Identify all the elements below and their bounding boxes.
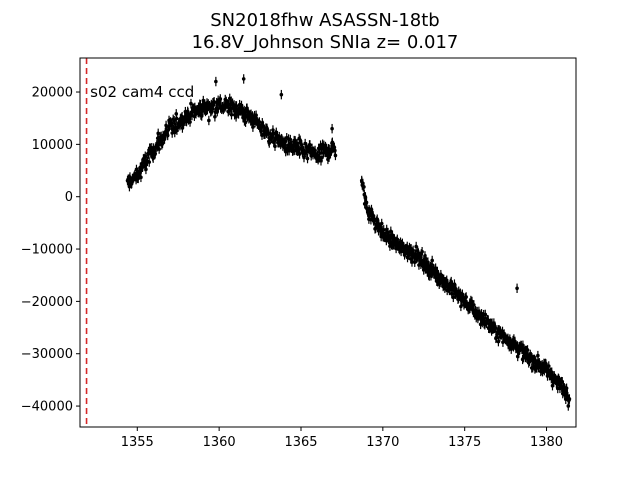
x-tick-label: 1370 <box>366 435 399 450</box>
plot-area-frame <box>79 57 577 428</box>
data-point <box>241 74 246 84</box>
x-tick-label: 1365 <box>284 435 317 450</box>
data-point <box>174 113 179 124</box>
data-point <box>218 94 223 104</box>
chart-title-line1: SN2018fhw ASASSN-18tb <box>210 10 439 31</box>
y-tick-label: −20000 <box>21 295 73 310</box>
chart-title-line2: 16.8V_Johnson SNIa z= 0.017 <box>192 32 459 53</box>
y-tick-label: 20000 <box>32 86 73 101</box>
y-tick-label: −30000 <box>21 347 73 362</box>
data-point <box>279 89 284 100</box>
y-tick-label: 10000 <box>32 138 73 153</box>
data-point <box>189 98 193 109</box>
data-point <box>515 283 519 294</box>
x-tick-label: 1355 <box>121 435 154 450</box>
data-point <box>297 149 302 159</box>
data-point <box>564 383 569 393</box>
data-point <box>567 394 572 404</box>
data-points <box>125 74 572 411</box>
sector-annotation: s02 cam4 ccd <box>90 83 194 101</box>
data-point <box>139 172 143 183</box>
x-tick-label: 1375 <box>448 435 481 450</box>
y-tick-label: 0 <box>65 190 73 205</box>
x-axis: 1355 1360 1365 1370 1375 1380 <box>121 427 563 450</box>
data-point <box>521 340 525 350</box>
data-point <box>414 241 418 252</box>
y-axis: 20000 10000 0 −10000 −20000 −30000 −40000 <box>21 86 80 415</box>
data-point <box>496 336 501 347</box>
data-point <box>160 138 165 149</box>
data-point <box>451 292 456 303</box>
data-point <box>464 292 468 302</box>
data-point <box>320 152 324 163</box>
data-point <box>333 150 338 161</box>
data-point <box>305 153 310 164</box>
data-point <box>162 134 167 144</box>
y-tick-label: −10000 <box>21 243 73 258</box>
data-point <box>229 110 234 120</box>
data-point <box>493 323 498 333</box>
data-point <box>153 148 158 159</box>
x-tick-label: 1380 <box>530 435 563 450</box>
data-point <box>525 345 530 355</box>
data-point <box>287 145 291 156</box>
data-point <box>330 123 334 134</box>
y-tick-label: −40000 <box>21 400 73 415</box>
data-point <box>207 115 211 126</box>
data-point <box>147 157 152 167</box>
data-point <box>420 246 424 257</box>
data-point <box>214 76 218 87</box>
x-tick-label: 1360 <box>203 435 236 450</box>
data-point <box>156 128 160 139</box>
